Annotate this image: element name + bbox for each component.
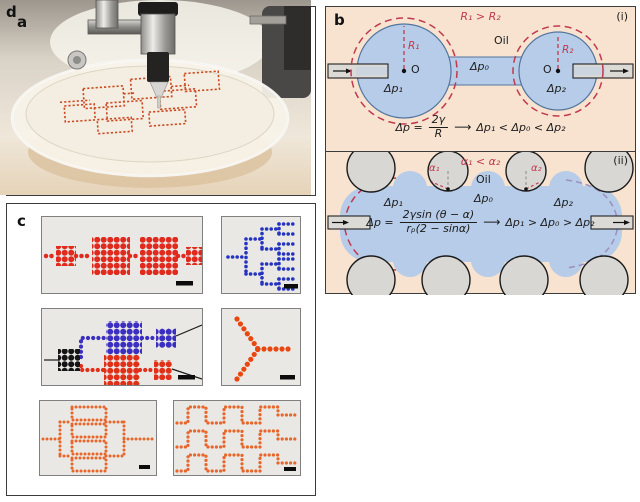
parallel-network-graphic — [41, 405, 156, 473]
red-series-graphic — [43, 237, 202, 286]
equation-lhs: Δp = — [395, 120, 423, 134]
pillar-channel-graphic — [327, 152, 634, 295]
pattern-red-series — [41, 216, 203, 294]
panel-d-label: d — [6, 3, 17, 21]
scale-bar — [280, 375, 295, 380]
equation-fraction: 2γ R — [428, 113, 449, 141]
equation-result: Δp₁ < Δp₀ < Δp₂ — [476, 120, 566, 134]
oil-label: Oil — [476, 173, 491, 186]
equation-fraction: 2γsin (θ − α) rₚ(2 − sinα) — [399, 208, 478, 236]
equation-denominator: R — [434, 127, 443, 141]
panel-b-label: b — [334, 11, 345, 29]
orange-meanders-graphic — [175, 405, 300, 473]
subpanel-tag: (ii) — [613, 154, 628, 167]
pressure-p0-label: Δp₀ — [470, 60, 489, 73]
equation-numerator: 2γsin (θ − α) — [399, 208, 478, 224]
panel-d: d — [0, 0, 311, 195]
blue-tree-graphic — [226, 222, 298, 291]
printed-droplet-pattern — [59, 70, 221, 135]
equation-lhs: Δp = — [366, 215, 394, 229]
pressure-p1-label: Δp₁ — [384, 82, 403, 95]
condition-text: α₁ < α₂ — [460, 155, 501, 168]
pattern-orange-meanders — [173, 400, 301, 476]
scale-bar — [139, 465, 150, 469]
oil-label: Oil — [494, 34, 509, 47]
implies-arrow: ⟶ — [454, 120, 471, 135]
droplet-pair-graphic — [327, 17, 634, 125]
panel-c: c — [6, 203, 316, 496]
panel-a-label: a — [17, 13, 28, 31]
pattern-orange-junction — [221, 308, 301, 386]
orange-junction-graphic — [234, 316, 297, 382]
panel-b: b R₁ > R₂ (i) Oil R₁ R₂ O O Δp₁ Δp₀ Δp — [325, 6, 636, 295]
radius-r2-label: R₂ — [562, 44, 574, 56]
implies-arrow: ⟶ — [483, 215, 500, 230]
origin-left-label: O — [411, 63, 420, 76]
schematic-pillar-channel: α₁ < α₂ (ii) Oil α₁ α₂ Δp₁ Δp₀ Δp₂ Δp = … — [326, 152, 635, 295]
radius-r1-label: R₁ — [408, 40, 420, 52]
condition-text: R₁ > R₂ — [460, 10, 501, 23]
printing-photo-graphic — [0, 0, 311, 195]
origin-right-label: O — [543, 63, 552, 76]
pressure-p2-label: Δp₂ — [547, 82, 566, 95]
mixed-circuit-graphic — [44, 321, 202, 385]
scale-bar — [176, 281, 193, 286]
equation-numerator: 2γ — [428, 113, 449, 129]
pillar-equation: Δp = 2γsin (θ − α) rₚ(2 − sinα) ⟶ Δp₁ > … — [366, 208, 595, 236]
subpanel-tag: (i) — [616, 10, 628, 23]
schematic-droplet-pair: R₁ > R₂ (i) Oil R₁ R₂ O O Δp₁ Δp₀ Δp₂ Δp… — [326, 7, 635, 152]
pressure-p0-label: Δp₀ — [474, 192, 493, 205]
angle-a2-label: α₂ — [531, 163, 542, 174]
panel-c-label: c — [17, 212, 26, 230]
angle-a1-label: α₁ — [429, 163, 440, 174]
pressure-p1-label: Δp₁ — [384, 196, 403, 209]
scale-bar — [284, 467, 296, 471]
pattern-blue-tree — [221, 216, 301, 294]
pattern-parallel-network — [39, 400, 157, 476]
pressure-p2-label: Δp₂ — [554, 196, 573, 209]
equation-denominator: rₚ(2 − sinα) — [406, 222, 471, 236]
equation-result: Δp₁ > Δp₀ > Δp₂ — [505, 215, 595, 229]
scale-bar — [284, 284, 298, 289]
laplace-equation: Δp = 2γ R ⟶ Δp₁ < Δp₀ < Δp₂ — [395, 113, 566, 141]
pattern-mixed-circuit — [41, 308, 203, 386]
scale-bar — [178, 375, 195, 380]
